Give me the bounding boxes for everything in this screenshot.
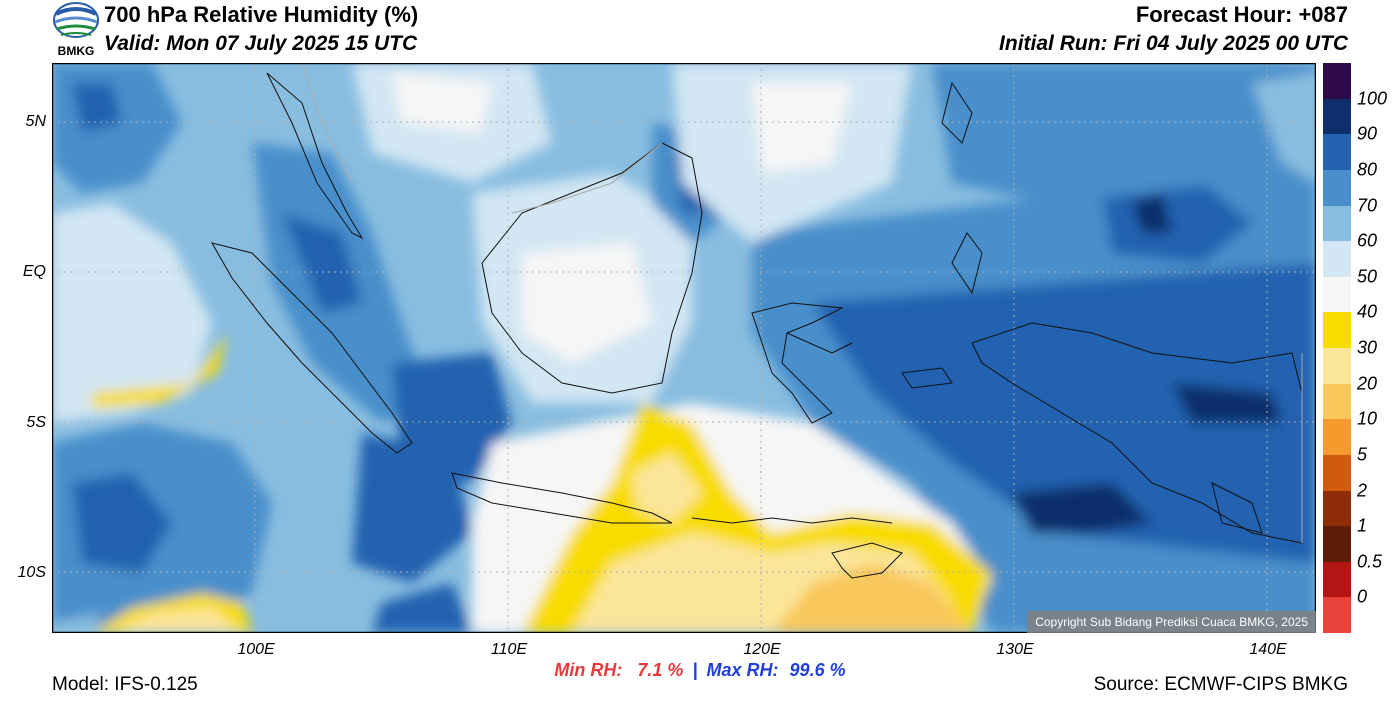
data-source: Source: ECMWF-CIPS BMKG [1093,674,1348,695]
colorbar-label: 0.5 [1357,551,1383,572]
colorbar-label: 0 [1357,586,1368,607]
copyright-notice: Copyright Sub Bidang Prediksi Cuaca BMKG… [1027,611,1316,633]
colorbar-cell [1323,312,1351,348]
max-rh-label: Max RH: [706,660,779,680]
colorbar-label: 1 [1357,515,1368,536]
lat-label-eq: EQ [22,263,46,280]
colorbar-cell [1323,597,1351,633]
colorbar-label: 20 [1357,373,1378,394]
colorbar-cell [1323,63,1351,99]
colorbar-label: 80 [1357,159,1378,180]
colorbar-cell [1323,490,1351,527]
colorbar-label: 100 [1357,88,1388,109]
humidity-map: Copyright Sub Bidang Prediksi Cuaca BMKG… [52,63,1316,633]
colorbar-cell [1323,98,1351,135]
min-rh-label: Min RH: [554,660,623,680]
bmkg-logo: BMKG [52,2,100,60]
lat-label-10s: 10S [17,564,46,581]
stats-separator: | [692,660,698,680]
lat-label-5s: 5S [26,414,46,431]
rh-stats: Min RH: 7.1 % | Max RH: 99.6 % [0,660,1400,681]
colorbar-cell [1323,454,1351,491]
colorbar-cell [1323,561,1351,598]
initial-run: Initial Run: Fri 04 July 2025 00 UTC [999,32,1348,55]
valid-time: Valid: Mon 07 July 2025 15 UTC [104,32,418,55]
lon-label-140e: 140E [1249,641,1287,658]
colorbar-cell [1323,241,1351,277]
lon-label-110e: 110E [490,641,528,658]
colorbar [1323,63,1351,633]
colorbar-label: 70 [1357,195,1378,215]
colorbar-label: 30 [1357,337,1378,358]
lon-label-100e: 100E [237,641,275,658]
colorbar-label: 40 [1357,301,1378,322]
max-rh-value: 99.6 % [789,660,846,680]
colorbar-cell [1323,383,1351,420]
colorbar-cell [1323,526,1351,562]
colorbar-label: 50 [1357,266,1378,287]
min-rh-value: 7.1 % [637,660,684,680]
colorbar-cell [1323,205,1351,242]
lon-label-120e: 120E [743,641,781,658]
colorbar-cell [1323,276,1351,313]
chart-title: 700 hPa Relative Humidity (%) [104,2,419,27]
logo-text: BMKG [57,44,95,58]
colorbar-label: 5 [1357,444,1368,465]
colorbar-label: 60 [1357,230,1378,251]
colorbar-cell [1323,419,1351,455]
model-name: Model: IFS-0.125 [52,674,198,695]
colorbar-label: 90 [1357,123,1378,144]
colorbar-label: 10 [1357,408,1378,429]
lat-label-5n: 5N [25,113,46,130]
colorbar-label: 2 [1357,480,1368,500]
colorbar-cell [1323,134,1351,170]
colorbar-cell [1323,348,1351,384]
colorbar-cell [1323,169,1351,206]
forecast-hour: Forecast Hour: +087 [1135,2,1348,27]
lon-label-130e: 130E [996,641,1034,658]
